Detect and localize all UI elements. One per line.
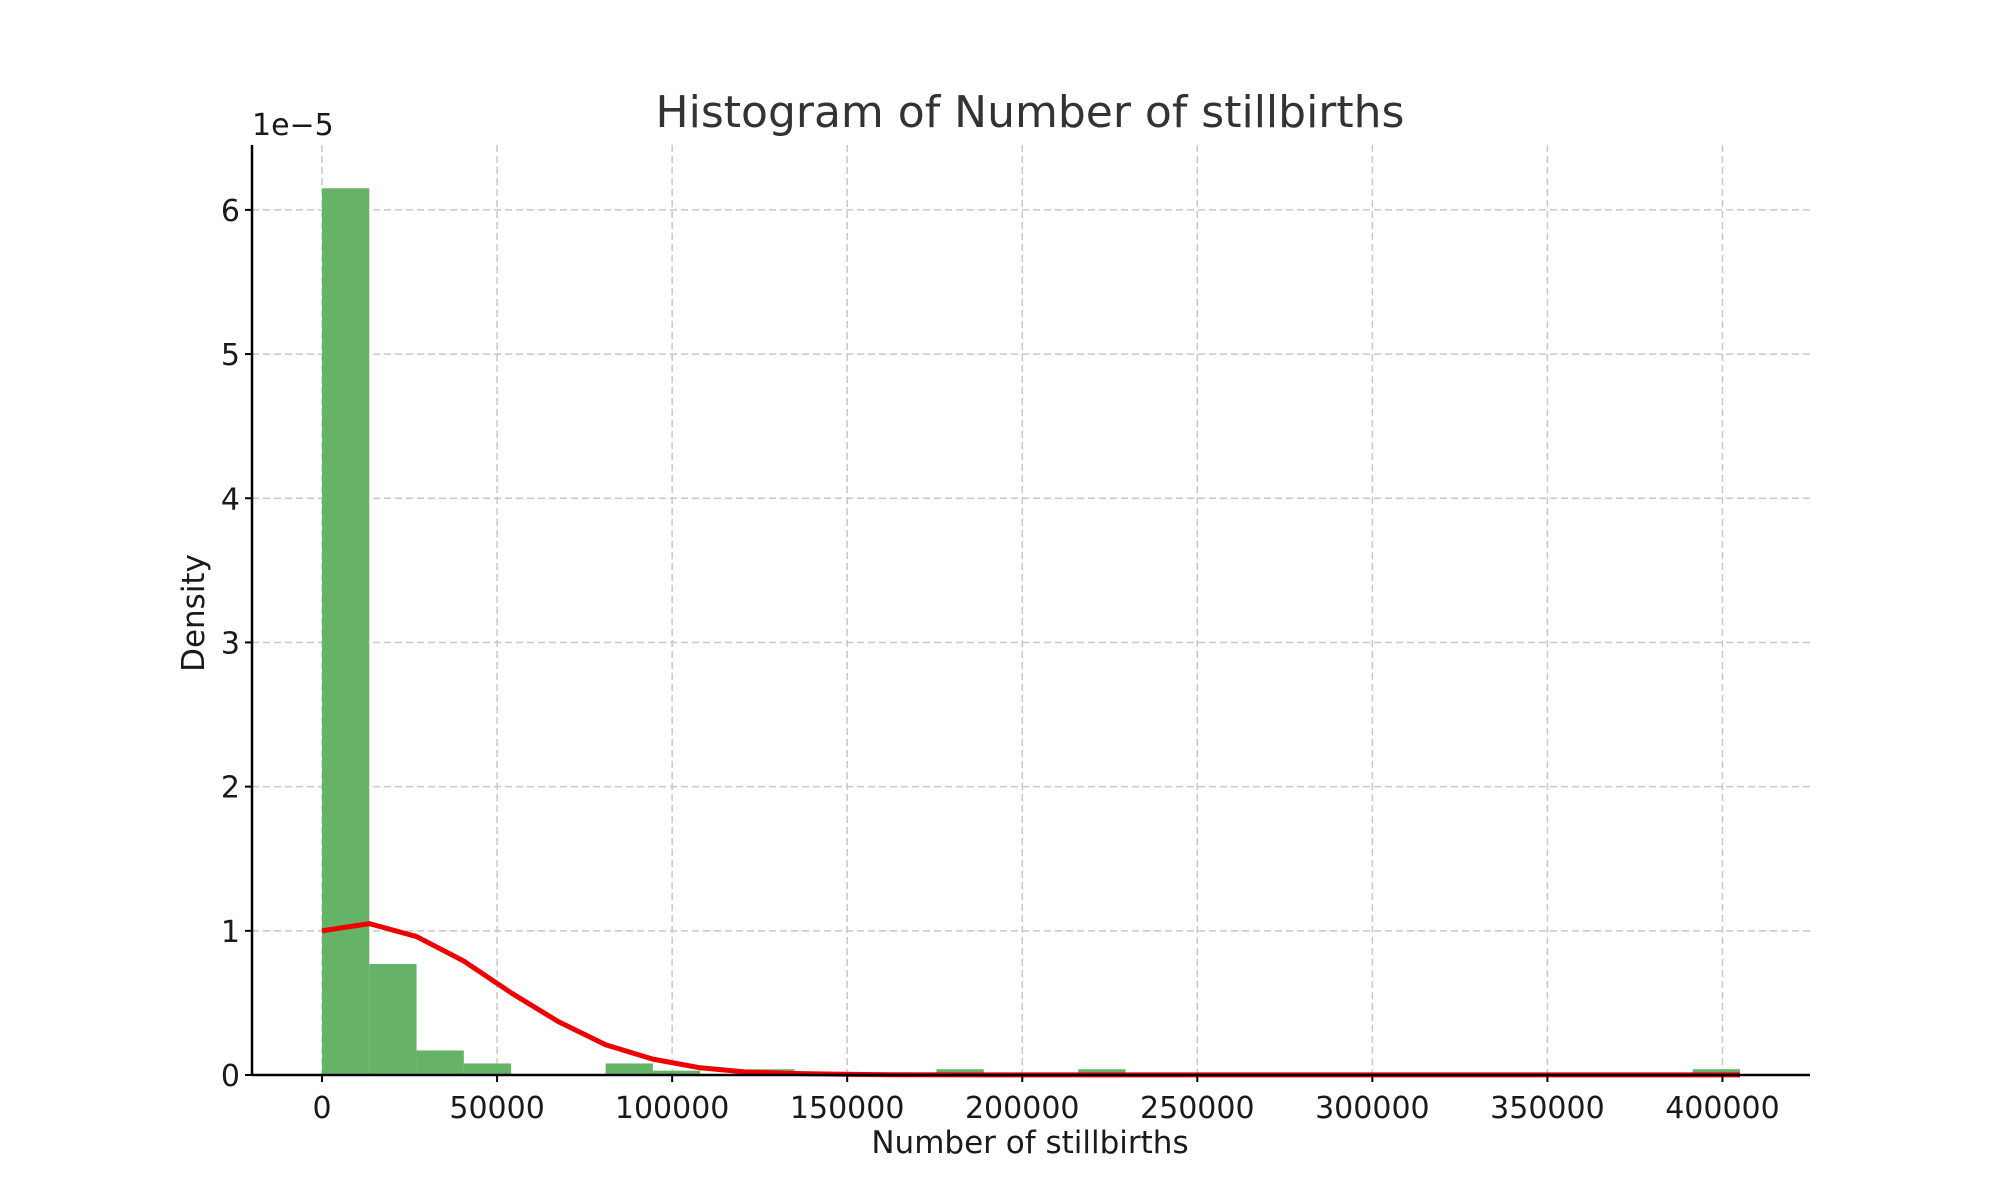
- x-axis-ticks: 0 50000 100000 150000 200000 250000 300000 3500…: [312, 1075, 1780, 1126]
- x-tick-label: 200000: [965, 1091, 1080, 1126]
- y-tick-label: 1: [221, 915, 240, 950]
- y-tick-label: 5: [221, 338, 240, 373]
- density-curve: [321, 921, 1740, 1078]
- y-tick-label: 6: [221, 194, 240, 229]
- histogram-bar: [322, 188, 370, 1076]
- x-tick-label: 100000: [615, 1091, 730, 1126]
- histogram-bar: [1078, 1069, 1126, 1075]
- histogram-bar: [1692, 1069, 1740, 1075]
- histogram-bar: [369, 963, 417, 1075]
- histogram-bar: [416, 1050, 464, 1075]
- histogram-bar: [605, 1063, 653, 1075]
- x-tick-label: 400000: [1665, 1091, 1780, 1126]
- y-tick-label: 4: [221, 482, 240, 517]
- x-tick-label: 250000: [1140, 1091, 1255, 1126]
- x-tick-label: 150000: [790, 1091, 905, 1126]
- x-tick-label: 350000: [1490, 1091, 1605, 1126]
- y-axis-offset-label: 1e−5: [252, 108, 334, 143]
- grid: [252, 145, 1810, 1075]
- x-tick-label: 0: [312, 1091, 331, 1126]
- y-tick-label: 0: [221, 1059, 240, 1094]
- x-axis-label: Number of stillbirths: [871, 1125, 1188, 1161]
- chart-title: Histogram of Number of stillbirths: [656, 87, 1405, 138]
- y-axis-label: Density: [176, 554, 212, 672]
- y-tick-label: 2: [221, 771, 240, 806]
- y-axis-ticks: 0 1 2 3 4 5 6: [221, 194, 252, 1094]
- density-line: [321, 921, 1740, 1078]
- y-tick-label: 3: [221, 626, 240, 661]
- x-tick-label: 300000: [1315, 1091, 1430, 1126]
- histogram-bar: [652, 1070, 701, 1075]
- histogram-bars: [322, 188, 1740, 1076]
- axes: [250, 145, 1810, 1077]
- histogram-bar: [463, 1063, 512, 1075]
- histogram-bar: [936, 1069, 984, 1075]
- x-tick-label: 50000: [449, 1091, 544, 1126]
